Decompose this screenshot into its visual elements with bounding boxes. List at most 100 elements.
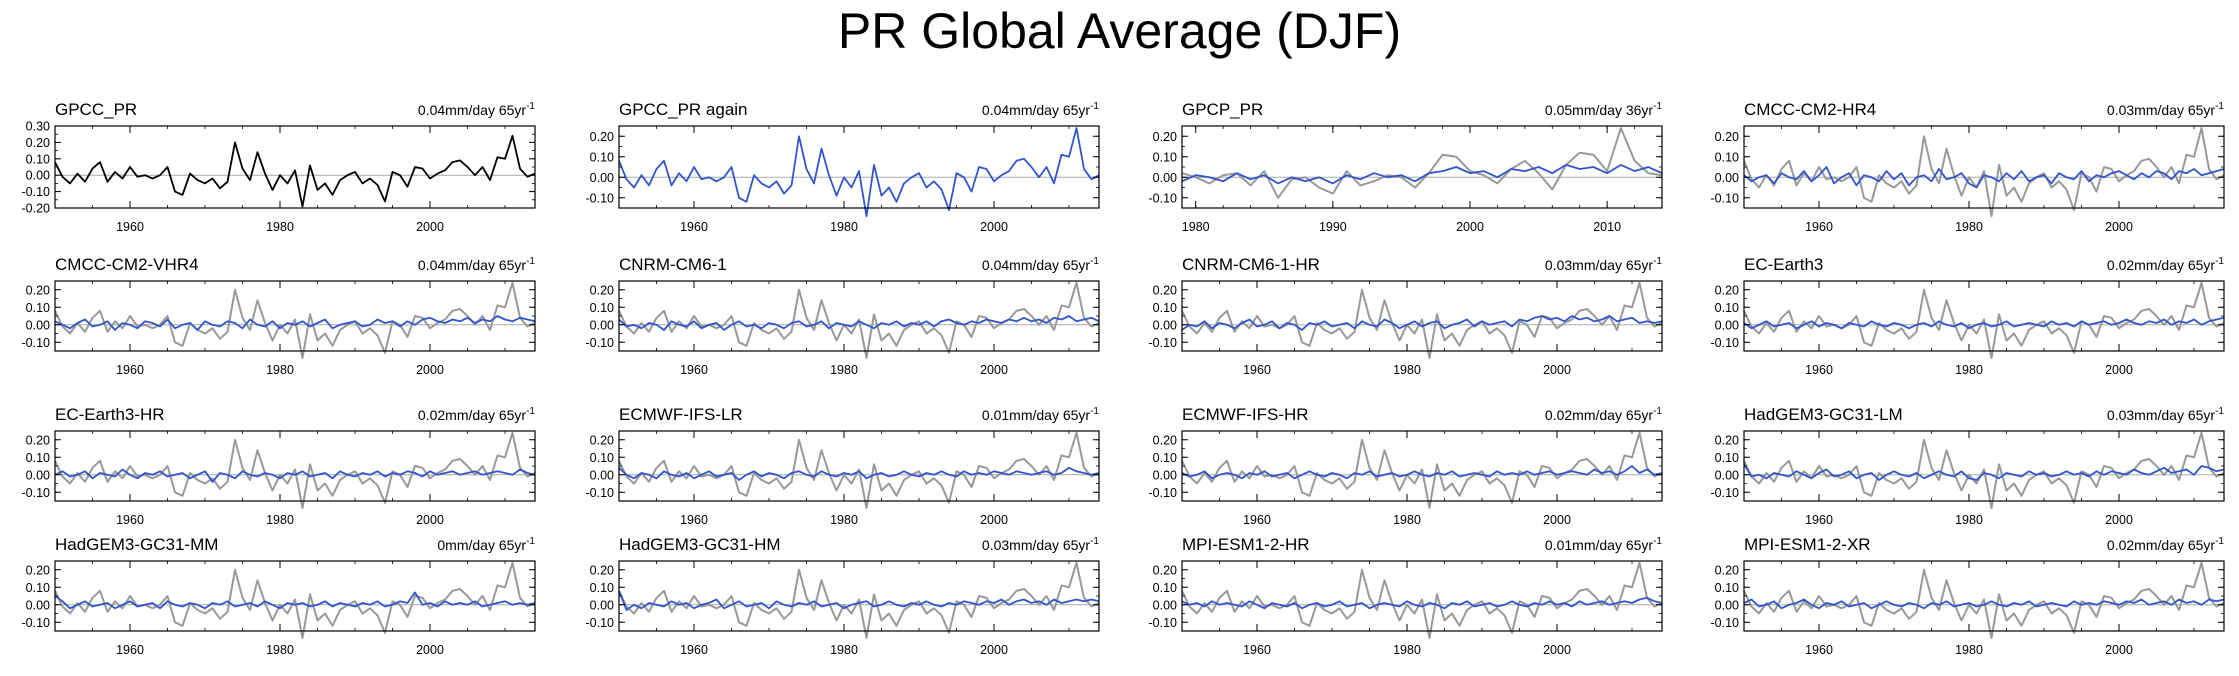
y-tick-label: -0.10 [1711, 336, 1740, 350]
y-tick-label: 0.00 [1153, 598, 1177, 612]
x-tick-label: 1980 [1393, 363, 1421, 377]
trend-label: 0.02mm/day 65yr-1 [418, 406, 536, 423]
y-tick-label: 0.10 [26, 581, 50, 595]
x-tick-label: 1960 [1805, 220, 1833, 234]
panel-title: HadGEM3-GC31-LM [1744, 405, 1903, 424]
trend-exponent: -1 [1653, 256, 1662, 267]
x-tick-label: 2000 [980, 363, 1008, 377]
plot-frame [618, 280, 1100, 352]
x-tick-label: 2000 [980, 220, 1008, 234]
model-series-line [1743, 598, 2225, 610]
model-series-line [1181, 596, 1663, 610]
x-tick-label: 2000 [1456, 220, 1484, 234]
model-series-line [618, 127, 1100, 218]
x-tick-label: 1960 [680, 643, 708, 657]
y-tick-label: 0.20 [1715, 283, 1739, 297]
x-tick-label: 1960 [680, 220, 708, 234]
y-tick-label: 0.20 [590, 433, 614, 447]
reference-series-line [1181, 561, 1663, 639]
model-series-line [1743, 316, 2225, 330]
trend-exponent: -1 [526, 406, 535, 417]
y-tick-label: 0.20 [26, 283, 50, 297]
y-tick-label: 0.20 [26, 563, 50, 577]
x-tick-label: 1980 [830, 643, 858, 657]
trend-label: 0.04mm/day 65yr-1 [418, 256, 536, 273]
model-series-line [618, 315, 1100, 331]
y-tick-label: -0.10 [586, 616, 615, 630]
panel-title: HadGEM3-GC31-MM [55, 535, 218, 554]
x-tick-label: 1980 [1955, 363, 1983, 377]
x-tick-label: 1960 [116, 363, 144, 377]
trend-label: 0.05mm/day 36yr-1 [1545, 101, 1663, 118]
trend-label: 0.03mm/day 65yr-1 [982, 536, 1100, 553]
trend-exponent: -1 [526, 256, 535, 267]
reference-series-line [54, 561, 536, 639]
reference-series-line [1743, 431, 2225, 509]
panel: CMCC-CM2-HR4 0.03mm/day 65yr-1 -0.10 0.00 0.… [1711, 100, 2225, 234]
plot-frame [54, 430, 536, 502]
trend-label: 0mm/day 65yr-1 [437, 536, 535, 553]
model-series-line [1181, 315, 1663, 331]
panel-title: ECMWF-IFS-HR [1182, 405, 1309, 424]
panel-title: HadGEM3-GC31-HM [619, 535, 781, 554]
y-tick-label: -0.10 [1149, 191, 1178, 205]
y-tick-label: 0.20 [1153, 130, 1177, 144]
panel-title: CMCC-CM2-VHR4 [55, 255, 199, 274]
model-series-line [54, 315, 536, 331]
trend-label: 0.03mm/day 65yr-1 [2107, 406, 2225, 423]
trend-exponent: -1 [1653, 536, 1662, 547]
panel-title: EC-Earth3 [1744, 255, 1823, 274]
panel: CNRM-CM6-1 0.04mm/day 65yr-1 -0.10 0.00 0.10… [586, 255, 1100, 377]
x-tick-label: 2000 [416, 220, 444, 234]
x-tick-label: 1960 [1243, 513, 1271, 527]
y-tick-label: -0.10 [1149, 336, 1178, 350]
y-tick-label: -0.10 [1711, 191, 1740, 205]
model-series-line [1181, 465, 1663, 480]
plot-frame [1743, 125, 2225, 209]
trend-label: 0.02mm/day 65yr-1 [2107, 536, 2225, 553]
trend-label: 0.02mm/day 65yr-1 [2107, 256, 2225, 273]
plot-frame [54, 280, 536, 352]
x-tick-label: 2000 [2105, 220, 2133, 234]
x-tick-label: 1980 [266, 513, 294, 527]
y-tick-label: 0.20 [590, 563, 614, 577]
panel: EC-Earth3-HR 0.02mm/day 65yr-1 -0.10 0.00 0.… [22, 405, 536, 527]
panel: HadGEM3-GC31-LM 0.03mm/day 65yr-1 -0.10 0.0… [1711, 405, 2225, 527]
x-tick-label: 2000 [2105, 643, 2133, 657]
panel: HadGEM3-GC31-HM 0.03mm/day 65yr-1 -0.10 0.0… [586, 535, 1100, 657]
x-tick-label: 1980 [1955, 220, 1983, 234]
x-tick-label: 1980 [1393, 643, 1421, 657]
trend-label: 0.04mm/day 65yr-1 [982, 256, 1100, 273]
trend-exponent: -1 [2215, 536, 2224, 547]
y-tick-label: 0.10 [1153, 581, 1177, 595]
trend-exponent: -1 [1090, 406, 1099, 417]
y-tick-label: -0.10 [1149, 616, 1178, 630]
y-tick-label: 0.20 [590, 283, 614, 297]
x-tick-label: 1960 [1805, 363, 1833, 377]
panel: MPI-ESM1-2-HR 0.01mm/day 65yr-1 -0.10 0.00 0… [1149, 535, 1663, 657]
panel: GPCP_PR 0.05mm/day 36yr-1 -0.10 0.00 0.10 0.2… [1149, 100, 1663, 234]
panel-title: GPCP_PR [1182, 100, 1263, 119]
reference-series-line [54, 431, 536, 509]
trend-label: 0.03mm/day 65yr-1 [2107, 101, 2225, 118]
trend-exponent: -1 [1090, 256, 1099, 267]
y-tick-label: 0.00 [590, 318, 614, 332]
panel: GPCC_PR again 0.04mm/day 65yr-1 -0.10 0.00 0… [586, 100, 1100, 234]
panel-title: CMCC-CM2-HR4 [1744, 100, 1876, 119]
reference-series-line [1743, 281, 2225, 359]
panel-title: CNRM-CM6-1 [619, 255, 727, 274]
x-tick-label: 1980 [266, 363, 294, 377]
plot-frame [1743, 280, 2225, 352]
x-tick-label: 1980 [266, 220, 294, 234]
x-tick-label: 1980 [1393, 513, 1421, 527]
model-series-line [618, 466, 1100, 481]
trend-exponent: -1 [2215, 406, 2224, 417]
y-tick-label: 0.20 [26, 433, 50, 447]
x-tick-label: 2000 [1543, 513, 1571, 527]
panel: CMCC-CM2-VHR4 0.04mm/day 65yr-1 -0.10 0.00 0… [22, 255, 536, 377]
y-tick-label: 0.10 [590, 150, 614, 164]
x-tick-label: 1960 [680, 513, 708, 527]
panel-title: ECMWF-IFS-LR [619, 405, 743, 424]
trend-label: 0.01mm/day 65yr-1 [1545, 536, 1663, 553]
